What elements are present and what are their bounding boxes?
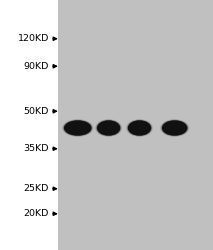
Ellipse shape xyxy=(96,120,121,136)
Ellipse shape xyxy=(63,120,92,136)
Ellipse shape xyxy=(95,119,122,137)
Ellipse shape xyxy=(97,120,120,136)
Ellipse shape xyxy=(127,120,152,136)
Ellipse shape xyxy=(162,120,187,136)
Ellipse shape xyxy=(160,119,189,137)
Ellipse shape xyxy=(62,119,93,137)
Text: 20KD: 20KD xyxy=(24,209,49,218)
Ellipse shape xyxy=(126,119,153,137)
Text: 25KD: 25KD xyxy=(24,184,49,193)
Ellipse shape xyxy=(128,120,151,136)
Text: 50KD: 50KD xyxy=(24,107,49,116)
Text: 90KD: 90KD xyxy=(24,62,49,71)
Bar xyxy=(58,0,213,250)
Text: 120KD: 120KD xyxy=(18,34,49,43)
Ellipse shape xyxy=(161,120,188,136)
Text: 35KD: 35KD xyxy=(23,144,49,153)
Ellipse shape xyxy=(64,120,92,136)
